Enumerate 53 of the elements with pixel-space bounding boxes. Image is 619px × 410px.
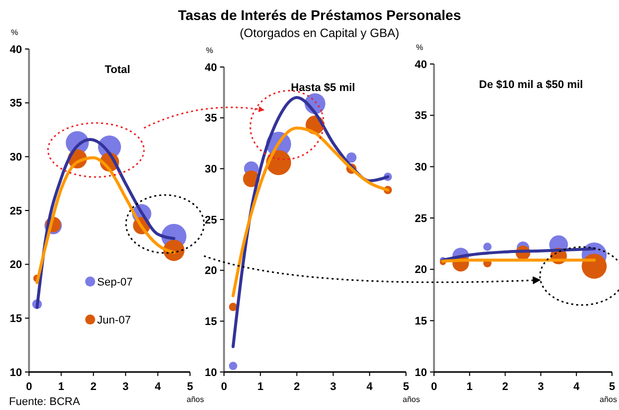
- x-tick-label: 4: [154, 381, 162, 393]
- x-tick-label: 0: [220, 381, 228, 393]
- x-tick-label: 2: [294, 381, 300, 393]
- y-tick-label: 15: [10, 313, 22, 326]
- text: Hasta $5 mil: [290, 82, 356, 94]
- x-tick-label: 5: [186, 381, 194, 393]
- x-axis-title: años: [402, 395, 420, 404]
- x-tick-label: 3: [122, 381, 129, 393]
- y-tick-label: 35: [204, 112, 217, 125]
- x-tick-label: 4: [366, 381, 374, 393]
- source-note: Fuente: BCRA: [9, 396, 81, 408]
- x-tick-label: 2: [502, 381, 508, 393]
- x-tick-label: 4: [573, 381, 580, 393]
- y-tick-label: 25: [414, 212, 427, 225]
- x-tick-label: 0: [430, 381, 438, 393]
- x-axis-title: años: [600, 395, 617, 404]
- legend-label: Jun-07: [97, 314, 131, 326]
- y-tick-label: 15: [414, 316, 427, 328]
- y-tick-label: 15: [204, 316, 217, 328]
- x-tick-label: 1: [257, 381, 264, 393]
- x-tick-label: 5: [608, 381, 616, 393]
- text: Total: [104, 64, 130, 76]
- y-tick-label: 25: [204, 214, 217, 226]
- x-tick-label: 3: [538, 381, 544, 393]
- y-tick-label: 20: [204, 265, 217, 278]
- y-tick-label: 10: [414, 366, 427, 379]
- y-axis-title: %: [11, 28, 18, 37]
- legend-label: Sep-07: [97, 276, 133, 288]
- x-tick-label: 3: [330, 381, 336, 393]
- y-tick-label: 10: [204, 366, 217, 379]
- x-tick-label: 1: [58, 381, 64, 393]
- y-tick-label: 30: [10, 152, 22, 164]
- y-tick-label: 35: [10, 98, 22, 110]
- y-tick-label: 40: [414, 58, 427, 71]
- y-axis-title: %: [206, 46, 214, 55]
- text: De $10 mil a $50 mil: [479, 79, 583, 91]
- y-tick-label: 35: [414, 110, 427, 122]
- x-tick-label: 0: [26, 381, 32, 393]
- text: Tasas de Interés de Préstamos Personales: [178, 7, 462, 23]
- y-tick-label: 40: [10, 44, 22, 56]
- y-axis-title: %: [416, 43, 424, 52]
- y-tick-label: 20: [414, 264, 427, 276]
- x-axis-title: años: [186, 395, 204, 404]
- y-tick-label: 30: [204, 164, 217, 176]
- x-tick-label: 2: [90, 381, 96, 393]
- x-tick-label: 5: [402, 381, 410, 393]
- y-tick-label: 30: [414, 162, 427, 174]
- text: (Otorgados en Capital y GBA): [240, 26, 400, 40]
- y-tick-label: 40: [204, 62, 217, 74]
- y-tick-label: 25: [10, 205, 22, 218]
- y-tick-label: 20: [10, 259, 22, 272]
- y-tick-label: 10: [10, 366, 22, 379]
- x-tick-label: 1: [466, 381, 473, 393]
